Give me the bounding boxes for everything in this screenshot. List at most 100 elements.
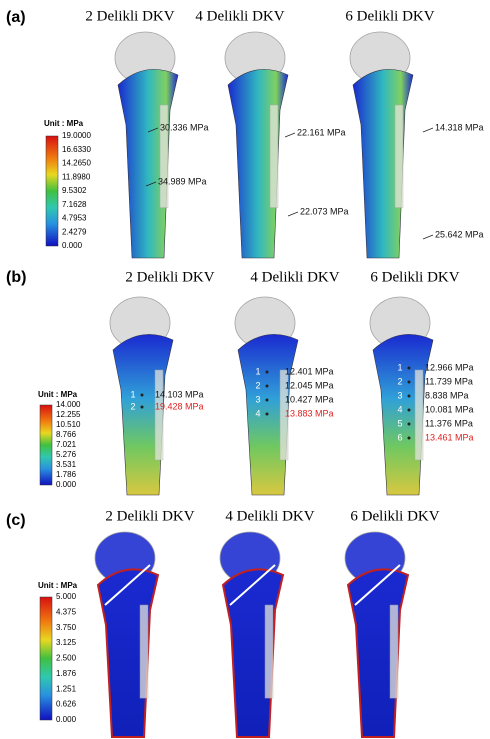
- unit-label: Unit : MPa: [38, 390, 78, 399]
- point-dot: [408, 423, 411, 426]
- point-dot: [141, 394, 144, 397]
- leader-line: [423, 128, 433, 132]
- scale-label: 16.6330: [62, 145, 91, 154]
- bone-plate: [155, 370, 163, 460]
- stress-annotation: 22.073 MPa: [300, 206, 349, 216]
- scale-label: 12.255: [56, 410, 81, 419]
- femur-shaft: [348, 569, 408, 737]
- panel-title: 2 Delikli DKV: [125, 269, 214, 285]
- point-dot: [141, 406, 144, 409]
- stress-annotation: 19.428 MPa: [155, 401, 204, 411]
- bone-plate: [270, 105, 278, 208]
- unit-label: Unit : MPa: [44, 119, 84, 128]
- bone-plate: [390, 605, 398, 698]
- panel-label: (b): [6, 269, 26, 286]
- leader-line: [285, 133, 295, 137]
- point-marker: 3: [255, 394, 260, 404]
- stress-annotation: 13.461 MPa: [425, 432, 474, 442]
- panel-title: 2 Delikli DKV: [85, 8, 174, 24]
- femur-shaft: [98, 569, 158, 737]
- point-marker: 4: [255, 408, 260, 418]
- leader-line: [423, 235, 433, 239]
- femur-shaft: [118, 69, 178, 258]
- panel-label: (a): [6, 9, 26, 26]
- figure: (a) 2 Delikli DKV 4 Delikli DKV 6 Delikli D…: [0, 0, 490, 739]
- panel-title: 2 Delikli DKV: [105, 508, 194, 524]
- point-marker: 4: [397, 404, 402, 414]
- point-marker: 2: [130, 401, 135, 411]
- point-dot: [266, 399, 269, 402]
- point-dot: [266, 371, 269, 374]
- bone-plate: [395, 105, 403, 208]
- bone-plate: [160, 105, 168, 208]
- point-marker: 6: [397, 432, 402, 442]
- panel-title: 6 Delikli DKV: [345, 8, 434, 24]
- point-marker: 1: [255, 366, 260, 376]
- femur-shaft: [223, 569, 283, 737]
- scale-label: 11.8980: [62, 172, 91, 181]
- scale-label: 3.750: [56, 623, 77, 632]
- scale-label: 14.000: [56, 400, 81, 409]
- panel-title: 4 Delikli DKV: [225, 508, 314, 524]
- point-dot: [408, 409, 411, 412]
- point-dot: [408, 395, 411, 398]
- bone-plate: [265, 605, 273, 698]
- stress-annotation: 12.401 MPa: [285, 366, 334, 376]
- color-bar: [40, 597, 52, 720]
- point-dot: [408, 367, 411, 370]
- point-dot: [266, 385, 269, 388]
- stress-annotation: 12.966 MPa: [425, 362, 474, 372]
- femur-shaft: [373, 334, 433, 495]
- scale-label: 1.876: [56, 669, 77, 678]
- scale-label: 2.4279: [62, 227, 87, 236]
- scale-label: 9.5302: [62, 186, 87, 195]
- point-marker: 5: [397, 418, 402, 428]
- femur-shaft: [113, 334, 173, 495]
- scale-label: 3.125: [56, 638, 77, 647]
- scale-label: 4.7953: [62, 214, 87, 223]
- panel-label: (c): [6, 512, 26, 529]
- point-marker: 1: [397, 362, 402, 372]
- scale-label: 8.766: [56, 430, 77, 439]
- stress-annotation: 13.883 MPa: [285, 408, 334, 418]
- femur-shaft: [228, 69, 288, 258]
- scale-label: 4.375: [56, 607, 77, 616]
- scale-label: 1.786: [56, 470, 77, 479]
- scale-label: 2.500: [56, 654, 77, 663]
- stress-annotation: 14.318 MPa: [435, 122, 484, 132]
- scale-label: 0.000: [62, 241, 83, 250]
- stress-annotation: 22.161 MPa: [297, 127, 346, 137]
- point-dot: [266, 413, 269, 416]
- point-marker: 1: [130, 389, 135, 399]
- stress-annotation: 11.376 MPa: [425, 418, 473, 428]
- scale-label: 0.626: [56, 700, 77, 709]
- panel-title: 4 Delikli DKV: [195, 8, 284, 24]
- stress-annotation: 11.739 MPa: [425, 376, 473, 386]
- point-marker: 2: [397, 376, 402, 386]
- scale-label: 7.1628: [62, 200, 87, 209]
- scale-label: 19.0000: [62, 131, 91, 140]
- bone-plate: [415, 370, 423, 460]
- stress-annotation: 10.081 MPa: [425, 404, 474, 414]
- point-dot: [408, 381, 411, 384]
- scale-label: 5.000: [56, 592, 77, 601]
- panel-title: 6 Delikli DKV: [370, 269, 459, 285]
- scale-label: 10.510: [56, 420, 81, 429]
- scale-label: 1.251: [56, 684, 77, 693]
- stress-annotation: 34.989 MPa: [158, 176, 207, 186]
- scale-label: 7.021: [56, 440, 77, 449]
- stress-annotation: 25.642 MPa: [435, 229, 484, 239]
- point-dot: [408, 437, 411, 440]
- stress-annotation: 8.838 MPa: [425, 390, 469, 400]
- stress-annotation: 12.045 MPa: [285, 380, 334, 390]
- point-marker: 3: [397, 390, 402, 400]
- scale-label: 0.000: [56, 715, 77, 724]
- stress-annotation: 10.427 MPa: [285, 394, 334, 404]
- scale-label: 5.276: [56, 450, 77, 459]
- point-marker: 2: [255, 380, 260, 390]
- color-bar: [40, 405, 52, 485]
- unit-label: Unit : MPa: [38, 581, 78, 590]
- stress-annotation: 30.336 MPa: [160, 122, 209, 132]
- stress-annotation: 14.103 MPa: [155, 389, 204, 399]
- color-bar: [46, 136, 58, 246]
